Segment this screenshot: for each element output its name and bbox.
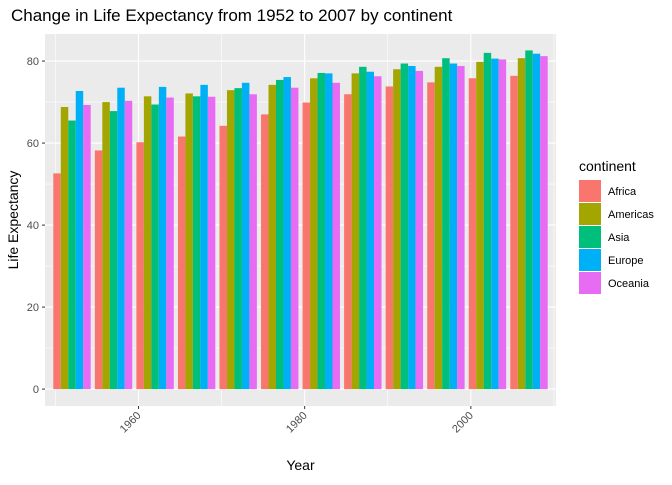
legend-key-europe	[579, 249, 601, 271]
bar-asia-1962	[151, 104, 159, 390]
bar-africa-2007	[510, 75, 518, 390]
bar-asia-1952	[68, 120, 76, 390]
bar-americas-1997	[434, 66, 443, 390]
bar-oceania-1972	[249, 94, 257, 390]
bar-africa-1982	[302, 102, 311, 390]
y-tick-label: 40	[27, 220, 39, 232]
bar-africa-1952	[53, 173, 61, 390]
y-tick-label: 60	[27, 138, 39, 150]
chart-title: Change in Life Expectancy from 1952 to 2…	[11, 6, 453, 25]
bar-europe-1962	[158, 86, 167, 390]
y-tick-label: 80	[27, 56, 39, 68]
legend-label: Americas	[608, 209, 654, 221]
bar-americas-1972	[226, 90, 235, 390]
bar-africa-1992	[385, 86, 394, 390]
legend-label: Africa	[608, 186, 637, 198]
bar-asia-1997	[442, 58, 450, 390]
bar-oceania-2007	[540, 56, 548, 390]
bar-oceania-1962	[166, 97, 174, 390]
legend-key-oceania	[579, 272, 601, 294]
bar-oceania-1957	[124, 100, 133, 390]
bar-europe-1957	[117, 87, 125, 390]
bar-americas-1987	[351, 73, 360, 390]
bar-asia-1977	[275, 79, 284, 390]
bar-americas-1977	[268, 84, 276, 390]
legend-key-africa	[579, 180, 601, 202]
bar-oceania-1977	[290, 87, 299, 390]
bar-africa-1977	[261, 114, 269, 390]
bar-europe-1997	[449, 63, 458, 390]
bar-africa-1987	[344, 94, 352, 390]
bar-oceania-1997	[457, 65, 465, 390]
bars	[53, 50, 548, 390]
bar-europe-1987	[366, 71, 375, 390]
bar-americas-1992	[393, 69, 401, 390]
bar-africa-1962	[136, 142, 144, 390]
bar-europe-1952	[75, 90, 84, 390]
x-tick-label: 1960	[118, 410, 144, 436]
bar-asia-1957	[109, 111, 118, 390]
bar-africa-1967	[177, 136, 186, 390]
legend: continent Africa Americas Asia Europe Oceani…	[579, 158, 654, 294]
bar-oceania-1982	[332, 82, 340, 390]
bar-europe-2007	[532, 53, 541, 390]
bar-asia-1982	[317, 72, 326, 390]
bar-europe-1972	[241, 82, 250, 390]
bar-europe-1967	[200, 84, 208, 390]
bar-oceania-1952	[83, 104, 91, 390]
legend-title: continent	[579, 158, 636, 174]
bar-oceania-1967	[207, 96, 216, 390]
bar-asia-1987	[359, 66, 367, 390]
legend-key-asia	[579, 226, 601, 248]
bar-americas-1962	[143, 96, 152, 390]
bar-africa-1957	[94, 150, 103, 390]
x-tick-label: 2000	[450, 410, 476, 436]
legend-label: Oceania	[608, 278, 650, 290]
bar-oceania-1987	[374, 76, 382, 390]
bar-americas-2007	[517, 58, 526, 390]
bar-africa-1997	[427, 82, 435, 390]
bar-europe-1982	[325, 73, 333, 390]
bar-africa-2002	[468, 78, 477, 390]
legend-label: Asia	[608, 232, 630, 244]
bar-asia-2002	[483, 52, 492, 390]
bar-europe-1992	[408, 65, 416, 390]
bar-oceania-2002	[498, 59, 507, 390]
legend-key-americas	[579, 203, 601, 225]
bar-americas-1982	[310, 78, 318, 390]
bar-africa-1972	[219, 125, 227, 390]
bar-americas-1967	[185, 93, 193, 390]
x-tick-label: 1980	[284, 410, 310, 436]
bar-oceania-1992	[415, 70, 424, 390]
bar-asia-1992	[400, 63, 409, 390]
bar-americas-2002	[476, 61, 484, 390]
bar-europe-2002	[491, 58, 499, 390]
x-axis-label: Year	[286, 457, 315, 473]
bar-asia-1972	[234, 88, 242, 390]
bar-americas-1952	[60, 106, 69, 390]
bar-europe-1977	[283, 77, 291, 390]
y-tick-label: 20	[27, 302, 39, 314]
y-axis-label: Life Expectancy	[5, 171, 21, 270]
legend-label: Europe	[608, 255, 643, 267]
bar-americas-1957	[102, 102, 110, 390]
bar-asia-2007	[525, 50, 533, 390]
y-tick-label: 0	[33, 384, 39, 396]
bar-asia-1967	[192, 96, 201, 390]
